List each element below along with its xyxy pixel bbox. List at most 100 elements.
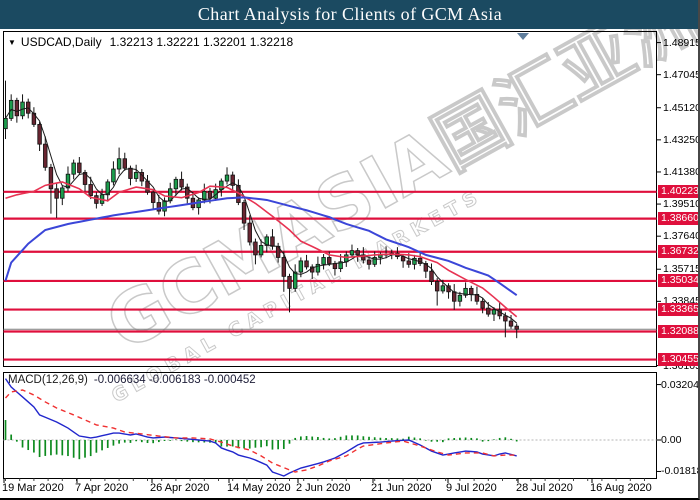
bear-candle (281, 257, 287, 277)
bear-candle (241, 202, 247, 224)
bull-candle (344, 254, 349, 263)
bull-candle (202, 190, 207, 201)
bear-candle (508, 320, 514, 327)
price-tick-label: 1.47045 (663, 68, 700, 81)
bear-candle (230, 174, 235, 186)
bear-candle (128, 167, 133, 179)
price-level-badge: 1.36732 (658, 245, 698, 259)
date-axis-label: 28 Jul 2020 (516, 482, 573, 494)
bull-candle (372, 257, 377, 265)
bear-candle (514, 325, 519, 330)
bull-candle (224, 174, 230, 182)
bear-candle (480, 300, 485, 309)
macd-panel-frame (3, 372, 657, 479)
bull-candle (338, 261, 343, 270)
ma-fast-line (5, 107, 518, 324)
price-tick-label: 1.43250 (663, 133, 700, 146)
bull-candle (298, 260, 304, 273)
bear-candle (429, 270, 434, 282)
bear-candle (332, 263, 338, 270)
price-level-badge: 1.38660 (658, 212, 698, 226)
bull-candle (457, 294, 463, 302)
bear-candle (486, 307, 491, 315)
macd-axis-label: 0.032043 (661, 378, 699, 391)
price-level-badge: 1.35034 (658, 274, 698, 288)
price-tick-label: 1.39510 (663, 198, 700, 211)
price-level-badge: 1.40223 (658, 185, 698, 199)
price-level-badge: 1.32088 (658, 325, 698, 338)
bull-candle (133, 172, 139, 179)
bull-candle (258, 245, 264, 256)
bear-candle (423, 263, 429, 272)
bear-candle (150, 191, 156, 203)
price-tick-label: 1.41380 (663, 165, 700, 178)
bear-candle (43, 143, 48, 168)
bear-candle (48, 166, 54, 190)
bear-candle (14, 99, 20, 117)
symbol-timeframe-label: USDCAD,Daily (20, 35, 102, 49)
date-axis-label: 16 Aug 2020 (590, 482, 652, 494)
date-axis-label: 9 Jul 2020 (446, 482, 497, 494)
bull-candle (349, 250, 355, 256)
price-level-badge: 1.30455 (658, 353, 698, 367)
bull-candle (315, 263, 321, 273)
macd-signal-line (4, 389, 517, 473)
bull-candle (412, 257, 417, 265)
bear-candle (77, 162, 82, 173)
bear-candle (287, 275, 292, 289)
bear-candle (355, 250, 360, 256)
bear-candle (207, 190, 213, 199)
bull-candle (491, 309, 497, 315)
bear-candle (503, 315, 508, 322)
bull-candle (219, 180, 224, 191)
bear-candle (452, 291, 457, 302)
bull-candle (292, 271, 298, 289)
bull-candle (321, 257, 326, 265)
symbol-ticker: ▼ USDCAD,Daily 1.32213 1.32221 1.32201 1.3… (8, 35, 293, 49)
date-axis-label: 14 May 2020 (227, 482, 291, 494)
main-chart-frame (3, 31, 657, 367)
bear-candle (406, 260, 411, 265)
date-axis-label: 21 Jun 2020 (371, 482, 432, 494)
bull-candle (71, 162, 76, 175)
bull-candle (463, 287, 468, 296)
price-tick-label: 1.37640 (663, 230, 700, 243)
macd-name: MACD(12,26,9) (8, 374, 88, 386)
ma-slow-line (4, 196, 518, 297)
bull-candle (105, 181, 110, 196)
date-axis-label: 2 Jun 2020 (296, 482, 351, 494)
bull-candle (440, 285, 446, 292)
bear-candle (185, 186, 190, 199)
date-axis-label: 19 Mar 2020 (2, 482, 64, 494)
title-bar: Chart Analysis for Clients of GCM Asia (0, 0, 698, 29)
bear-candle (82, 172, 88, 185)
bear-candle (253, 241, 258, 256)
macd-main-line (4, 378, 517, 477)
quote-values: 1.32213 1.32221 1.32201 1.32218 (109, 35, 294, 49)
bull-candle (3, 117, 8, 130)
bear-candle (247, 222, 252, 243)
bear-candle (327, 257, 332, 264)
price-tick-label: 1.35715 (663, 263, 700, 276)
price-tick-label: 1.45120 (663, 101, 700, 114)
bull-candle (111, 168, 116, 183)
macd-indicator-label: MACD(12,26,9) -0.006634 -0.006183 -0.0004… (8, 374, 256, 386)
bull-candle (196, 199, 201, 209)
bear-candle (88, 184, 93, 197)
scroll-to-end-marker-icon[interactable] (517, 33, 529, 40)
macd-values: -0.006634 -0.006183 -0.000452 (93, 374, 256, 386)
bear-candle (54, 188, 59, 199)
date-axis-label: 7 Apr 2020 (75, 482, 129, 494)
macd-axis-label: -0.018188 (661, 465, 698, 478)
bear-candle (366, 259, 372, 265)
page-title: Chart Analysis for Clients of GCM Asia (197, 4, 503, 24)
macd-axis-label: 0.00 (661, 434, 682, 446)
price-tick-label: 1.48915 (663, 36, 700, 49)
bear-candle (270, 236, 275, 247)
bear-candle (156, 202, 162, 212)
ma-medium-line (5, 181, 518, 318)
symbol-dropdown-icon[interactable]: ▼ (8, 38, 16, 47)
bull-candle (65, 173, 71, 189)
